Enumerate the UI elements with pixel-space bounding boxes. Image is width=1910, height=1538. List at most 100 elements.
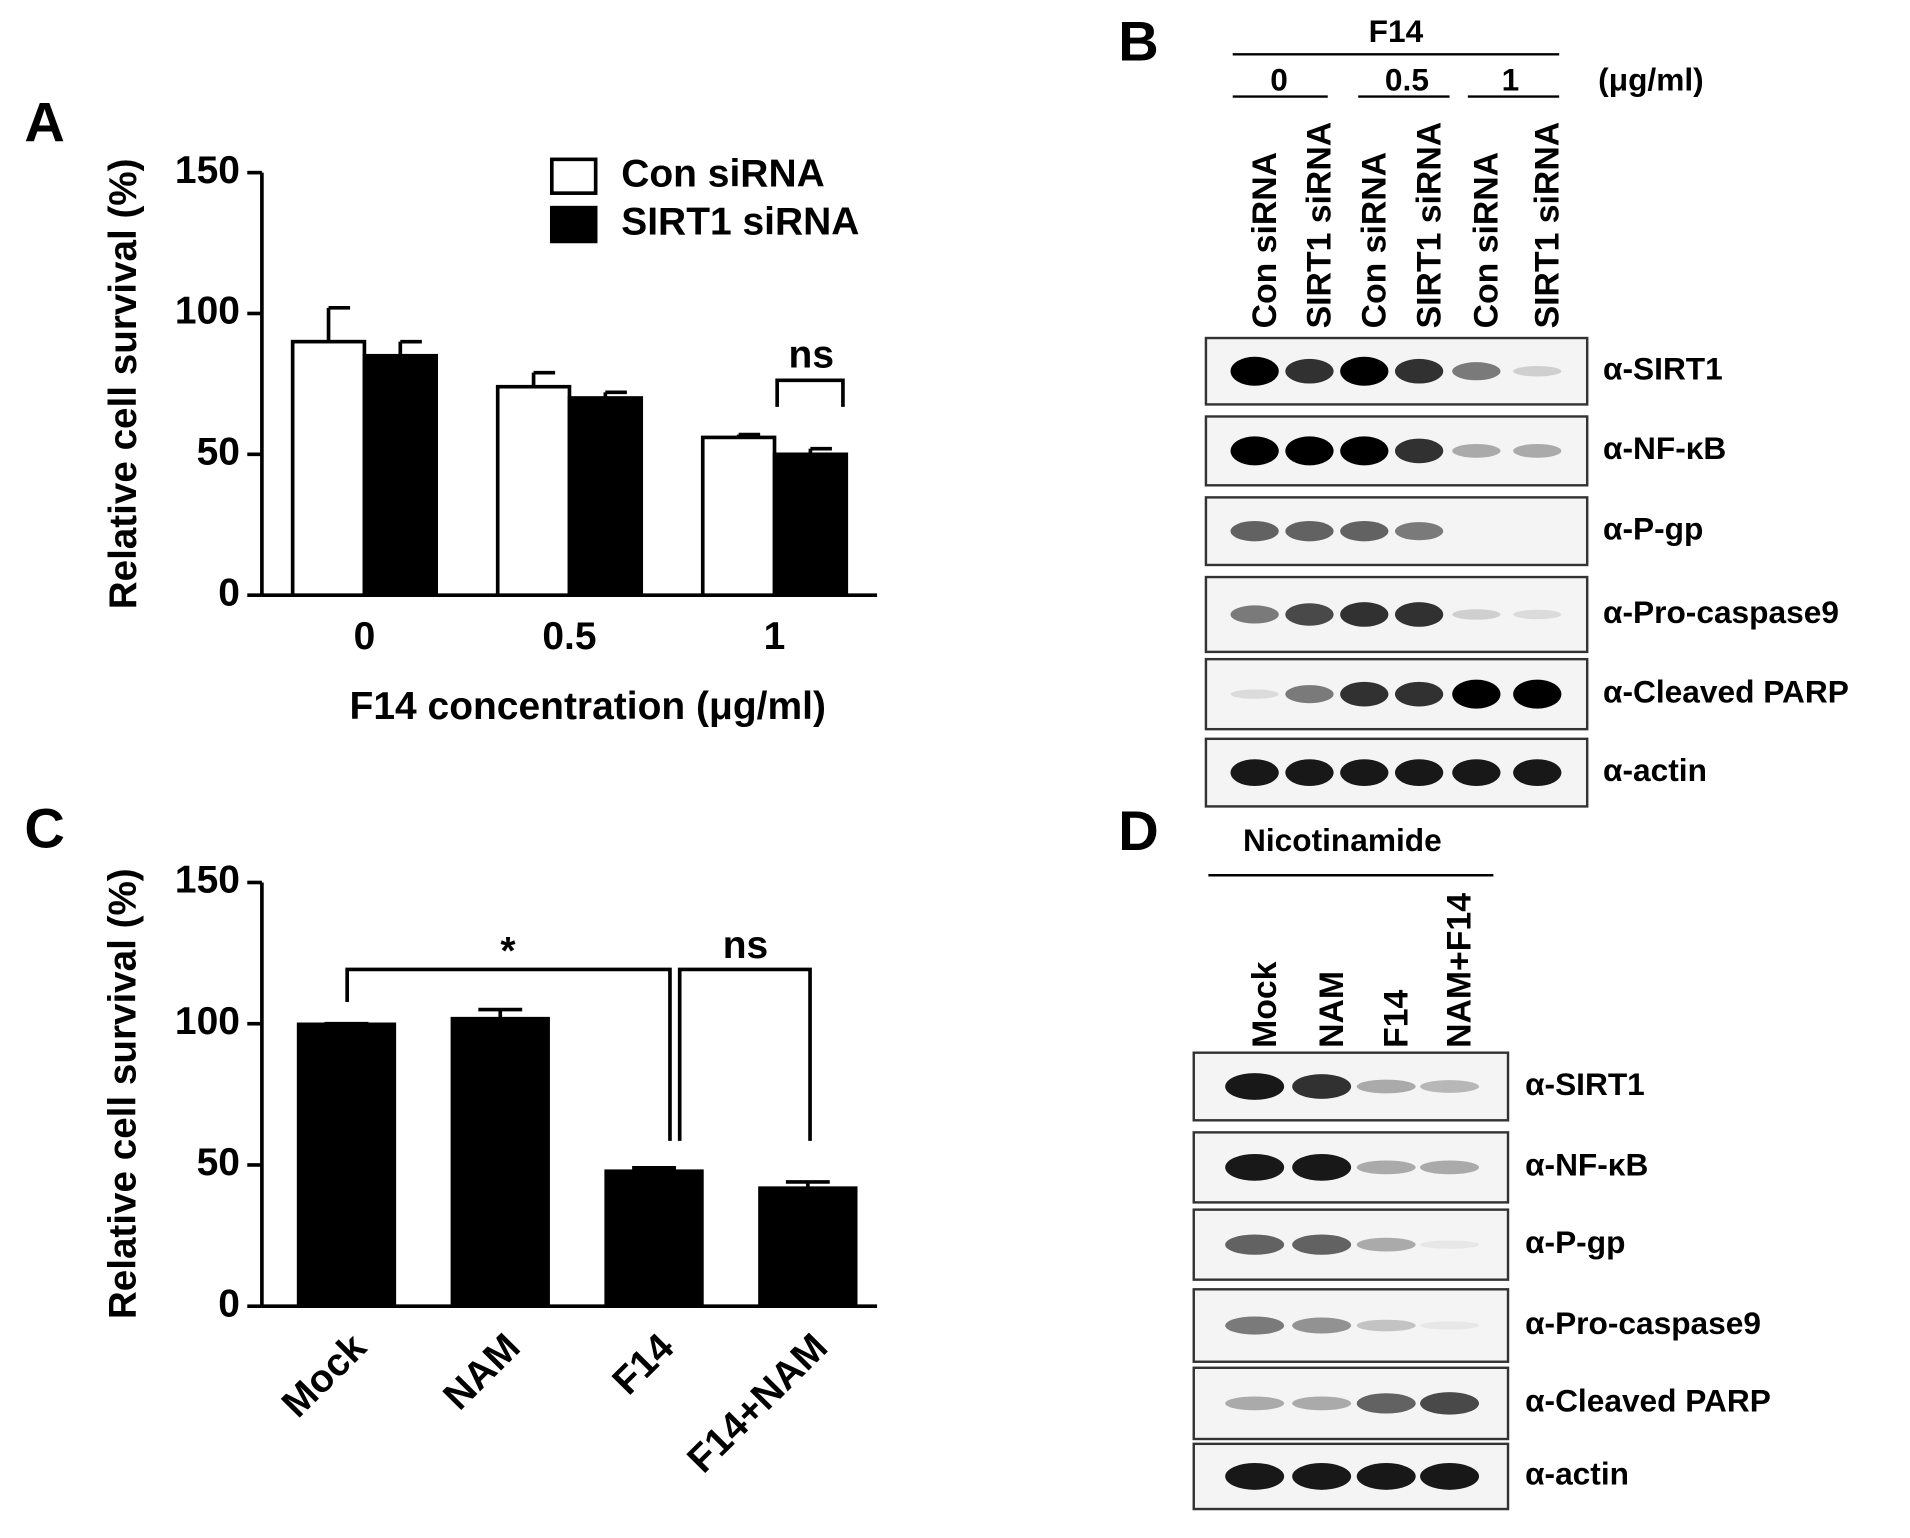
band [1513,365,1562,377]
band [1230,689,1279,699]
band [1230,356,1279,386]
dose-label: 1 [1502,62,1520,98]
band [1420,1160,1480,1175]
band [1452,609,1501,620]
antibody-label: α-NF-κB [1603,430,1726,466]
band [1356,1237,1416,1252]
band [1292,1234,1352,1255]
band [1394,522,1444,541]
band [1420,1392,1480,1415]
band [1225,1396,1285,1411]
antibody-label: α-actin [1525,1456,1629,1492]
band [1513,759,1562,787]
x-axis-label: F14 concentration (μg/ml) [350,685,826,728]
bar [567,396,644,597]
band [1340,436,1389,466]
band [1420,1463,1480,1490]
band [1230,759,1279,787]
bar [290,339,367,597]
band [1356,1160,1416,1175]
band [1230,605,1279,624]
band [1225,1463,1285,1490]
band [1225,1316,1285,1335]
band [1340,356,1389,386]
panel-label: B [1118,11,1158,73]
lane-label: NAM [1313,971,1351,1048]
y-tick-label: 150 [175,149,240,192]
band [1452,679,1501,709]
significance-bracket [677,967,812,1141]
antibody-label: α-SIRT1 [1525,1066,1645,1102]
band [1513,609,1562,620]
band [1513,679,1562,709]
band [1394,358,1444,384]
bar [495,384,572,597]
band [1285,358,1334,384]
antibody-label: α-Cleaved PARP [1525,1383,1771,1419]
lane-label: Con siRNA [1467,152,1505,328]
antibody-label: α-NF-κB [1525,1147,1648,1183]
y-axis-label: Relative cell survival (%) [102,868,145,1319]
band [1285,603,1334,626]
annotation: ns [789,334,834,377]
panel-label: A [24,92,64,154]
blot-header: Nicotinamide [1243,822,1442,858]
band [1340,521,1389,542]
band [1394,602,1444,627]
lane-label: NAM+F14 [1441,893,1479,1048]
band [1340,602,1389,627]
band [1292,1317,1352,1334]
antibody-label: α-Pro-caspase9 [1603,594,1839,630]
bar [450,1016,550,1308]
y-tick-label: 0 [218,1283,240,1326]
x-tick-label: Mock [274,1325,375,1425]
band [1292,1153,1352,1181]
band [1513,444,1562,458]
y-tick-label: 0 [218,572,240,615]
bar [296,1022,397,1308]
band [1356,1319,1416,1332]
antibody-label: α-P-gp [1603,511,1703,547]
lane-label: Con siRNA [1246,152,1284,328]
antibody-label: α-P-gp [1525,1224,1625,1260]
legend-swatch [549,205,598,244]
band [1230,436,1279,466]
y-tick-label: 150 [175,859,240,902]
band [1230,521,1279,542]
bar [604,1169,704,1308]
dose-label: 0 [1270,62,1288,98]
band [1452,759,1501,787]
bar [772,452,849,597]
band [1356,1393,1416,1414]
y-tick-label: 50 [197,431,240,474]
band [1285,521,1334,542]
band [1452,444,1501,458]
antibody-label: α-actin [1603,752,1707,788]
band [1420,1240,1480,1249]
panel-label: D [1118,800,1158,862]
lane-label: Mock [1246,961,1284,1047]
lane-label: SIRT1 siRNA [1410,122,1448,329]
band [1420,1080,1480,1093]
band [1356,1079,1416,1094]
significance-bracket [775,378,845,407]
lane-label: Con siRNA [1355,152,1393,328]
y-axis-label: Relative cell survival (%) [102,158,145,609]
bar [362,353,439,597]
bar [758,1186,858,1308]
band [1394,681,1444,707]
band [1452,362,1501,381]
lane-label: F14 [1377,990,1415,1048]
x-tick-label: F14 [604,1325,682,1403]
band [1394,438,1444,464]
panel-label: C [24,798,64,860]
antibody-label: α-SIRT1 [1603,351,1723,387]
band [1394,759,1444,787]
x-tick-label: 0.5 [542,615,596,658]
x-tick-label: 0 [354,615,376,658]
band [1225,1153,1285,1181]
legend-swatch [549,157,598,195]
antibody-label: α-Cleaved PARP [1603,674,1849,710]
